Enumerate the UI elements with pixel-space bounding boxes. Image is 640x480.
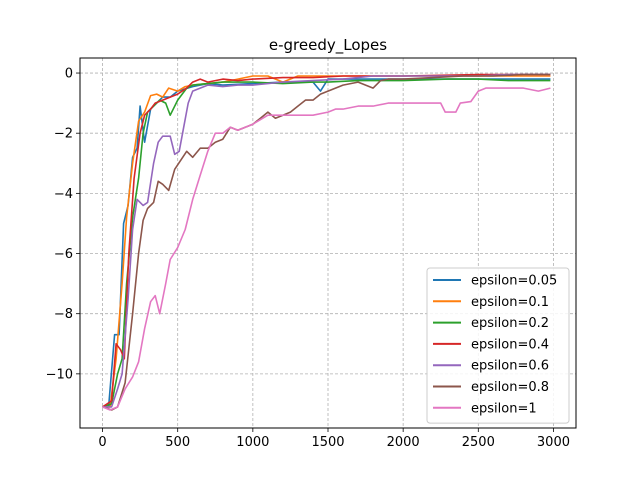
legend-label: epsilon=0.8 xyxy=(471,380,549,395)
x-axis-ticks: 0 500 1000 1500 2000 2500 3000 xyxy=(98,428,570,450)
legend: epsilon=0.05 epsilon=0.1 epsilon=0.2 epsilo… xyxy=(426,267,570,424)
chart-title: e-greedy_Lopes xyxy=(269,36,387,55)
x-tick-label: 0 xyxy=(98,435,106,450)
legend-label: epsilon=1 xyxy=(471,401,537,416)
legend-label: epsilon=0.05 xyxy=(471,274,557,289)
series-line-6 xyxy=(102,87,551,411)
y-tick-label: −2 xyxy=(54,127,73,142)
y-tick-label: 0 xyxy=(65,67,73,82)
legend-label: epsilon=0.2 xyxy=(471,316,549,331)
y-tick-label: −6 xyxy=(54,247,73,262)
x-tick-label: 3000 xyxy=(537,435,570,450)
series-line-3 xyxy=(102,73,551,408)
series-line-1 xyxy=(102,75,551,408)
x-tick-label: 2000 xyxy=(387,435,420,450)
series-lines xyxy=(102,73,551,411)
y-axis-ticks: 0 −2 −4 −6 −8 −10 xyxy=(46,67,80,382)
legend-box xyxy=(426,267,570,424)
x-tick-label: 1500 xyxy=(311,435,344,450)
x-tick-label: 2500 xyxy=(462,435,495,450)
legend-label: epsilon=0.1 xyxy=(471,295,549,310)
legend-label: epsilon=0.6 xyxy=(471,359,549,374)
grid xyxy=(80,58,576,428)
y-tick-label: −8 xyxy=(54,307,73,322)
y-tick-label: −10 xyxy=(46,367,73,382)
y-tick-label: −4 xyxy=(54,187,73,202)
x-tick-label: 1000 xyxy=(236,435,269,450)
series-line-4 xyxy=(102,73,551,408)
legend-label: epsilon=0.4 xyxy=(471,337,549,352)
x-tick-label: 500 xyxy=(165,435,190,450)
